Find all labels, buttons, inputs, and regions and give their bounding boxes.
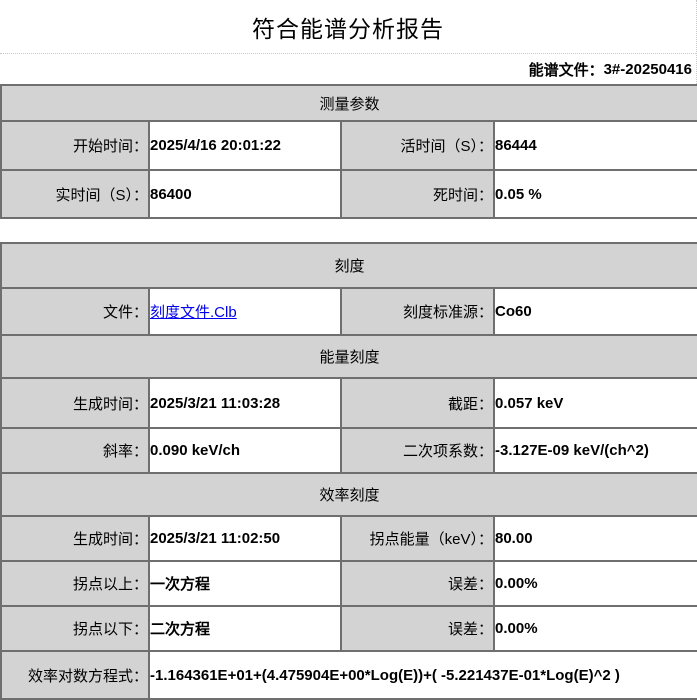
above-knee-error-label: 误差： — [340, 560, 495, 607]
below-knee-error-value: 0.00% — [492, 605, 697, 652]
energy-gen-time-value: 2025/3/21 11:03:28 — [148, 377, 342, 429]
section-header-energy-calibration: 能量刻度 — [0, 334, 697, 379]
table-row: 生成时间： 2025/3/21 11:02:50 拐点能量（keV）： 80.0… — [0, 515, 697, 562]
spectrum-file-bar: 能谱文件： 3#-20250416 — [0, 53, 696, 84]
slope-value: 0.090 keV/ch — [148, 427, 342, 474]
section-header-measurement: 测量参数 — [0, 84, 697, 122]
quadratic-coeff-label: 二次项系数： — [340, 427, 495, 474]
below-knee-error-label: 误差： — [340, 605, 495, 652]
efficiency-gen-time-value: 2025/3/21 11:02:50 — [148, 515, 342, 562]
spectrum-file-value: 3#-20250416 — [603, 60, 692, 78]
dead-time-value: 0.05 % — [492, 169, 697, 219]
table-row: 拐点以上： 一次方程 误差： 0.00% — [0, 560, 697, 607]
energy-gen-time-label: 生成时间： — [0, 377, 150, 429]
calibration-file-link[interactable]: 刻度文件.Clb — [150, 304, 237, 321]
spectrum-file-label: 能谱文件： — [528, 61, 604, 79]
quadratic-coeff-value: -3.127E-09 keV/(ch^2) — [492, 427, 697, 474]
start-time-label: 开始时间： — [0, 120, 150, 171]
table-row: 效率对数方程式： -1.164361E+01+(4.475904E+00*Log… — [0, 650, 697, 700]
intercept-value: 0.057 keV — [492, 377, 697, 429]
page-title: 符合能谱分析报告 — [252, 15, 444, 42]
real-time-label: 实时间（S）： — [0, 169, 150, 219]
title-bar: 符合能谱分析报告 — [0, 0, 696, 53]
table-row: 实时间（S）： 86400 死时间： 0.05 % — [0, 169, 697, 219]
calibration-source-value: Co60 — [492, 287, 697, 336]
efficiency-equation-value: -1.164361E+01+(4.475904E+00*Log(E))+( -5… — [147, 650, 697, 700]
efficiency-gen-time-label: 生成时间： — [0, 515, 150, 562]
table-row: 文件： 刻度文件.Clb 刻度标准源： Co60 — [0, 287, 697, 336]
calibration-table: 刻度 文件： 刻度文件.Clb 刻度标准源： Co60 能量刻度 生成时间： 2… — [0, 242, 697, 700]
measurement-table: 测量参数 开始时间： 2025/4/16 20:01:22 活时间（S）： 86… — [0, 84, 697, 219]
real-time-value: 86400 — [148, 169, 342, 219]
efficiency-equation-label: 效率对数方程式： — [0, 650, 150, 700]
knee-energy-label: 拐点能量（keV）： — [340, 515, 495, 562]
above-knee-error-value: 0.00% — [492, 560, 697, 607]
intercept-label: 截距： — [340, 377, 495, 429]
table-row: 生成时间： 2025/3/21 11:03:28 截距： 0.057 keV — [0, 377, 697, 429]
table-row: 拐点以下： 二次方程 误差： 0.00% — [0, 605, 697, 652]
table-row: 开始时间： 2025/4/16 20:01:22 活时间（S）： 86444 — [0, 120, 697, 171]
live-time-value: 86444 — [492, 120, 697, 171]
below-knee-value: 二次方程 — [148, 605, 342, 652]
calibration-source-label: 刻度标准源： — [340, 287, 495, 336]
below-knee-label: 拐点以下： — [0, 605, 150, 652]
above-knee-label: 拐点以上： — [0, 560, 150, 607]
table-row: 斜率： 0.090 keV/ch 二次项系数： -3.127E-09 keV/(… — [0, 427, 697, 474]
start-time-value: 2025/4/16 20:01:22 — [148, 120, 342, 171]
calibration-file-label: 文件： — [0, 287, 150, 336]
slope-label: 斜率： — [0, 427, 150, 474]
table-gap — [0, 219, 697, 242]
calibration-file-cell: 刻度文件.Clb — [148, 287, 342, 336]
dead-time-label: 死时间： — [340, 169, 495, 219]
section-header-efficiency-calibration: 效率刻度 — [0, 472, 697, 517]
section-header-calibration: 刻度 — [0, 242, 697, 289]
knee-energy-value: 80.00 — [492, 515, 697, 562]
report-top-block: 符合能谱分析报告 能谱文件： 3#-20250416 — [0, 0, 697, 84]
live-time-label: 活时间（S）： — [340, 120, 495, 171]
above-knee-value: 一次方程 — [148, 560, 342, 607]
